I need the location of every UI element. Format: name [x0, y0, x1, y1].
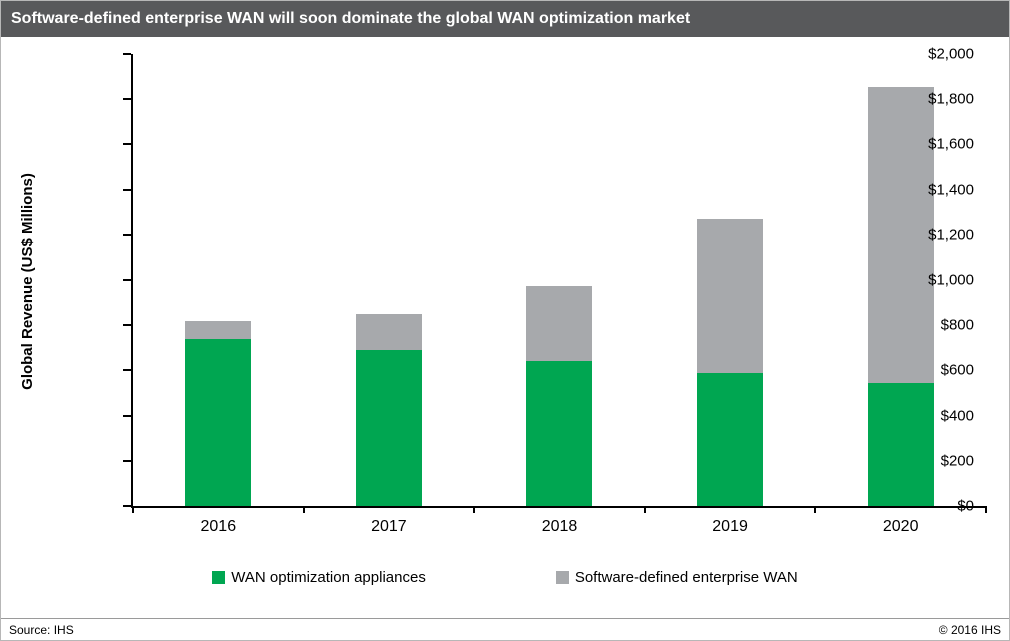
y-axis-tick-mark [123, 414, 131, 417]
bar-segment [355, 313, 422, 351]
bar-segment [697, 372, 764, 506]
bar-segment [867, 86, 934, 383]
legend-swatch-gray [555, 571, 569, 584]
y-axis-tick-mark [123, 369, 131, 372]
y-axis-tick-label: $2,000 [928, 45, 974, 63]
stacked-bar-2018 [526, 54, 593, 506]
bar-segment [697, 219, 764, 373]
bar-slot-2019 [645, 54, 816, 506]
y-axis-tick-mark [123, 143, 131, 146]
bar-segment [526, 285, 593, 362]
bar-segment [185, 320, 252, 339]
bar-segment [185, 338, 252, 506]
y-axis-tick-label: $1,600 [928, 135, 974, 153]
y-axis-tick-mark [123, 98, 131, 101]
stacked-bar-2019 [697, 54, 764, 506]
y-axis-tick-label: $1,800 [928, 90, 974, 108]
plot-area: 2016 2017 2018 2019 2020 $0 $200 $400 $600 $800 $… [123, 46, 987, 535]
legend-item-sd-wan: Software-defined enterprise WAN [555, 569, 798, 586]
bar-slot-2020 [815, 54, 986, 506]
bar-slot-2016 [133, 54, 304, 506]
bar-segment [526, 361, 593, 506]
y-axis-tick-label: $1,000 [928, 271, 974, 289]
x-axis-labels: 2016 2017 2018 2019 2020 [133, 506, 986, 536]
y-axis-tick-label: $0 [957, 497, 974, 515]
x-axis-label: 2020 [882, 518, 919, 535]
x-axis-tick-mark [132, 506, 134, 513]
y-axis-tick-label: $200 [940, 452, 974, 470]
stacked-bar-2020 [867, 54, 934, 506]
x-axis-tick-mark [473, 506, 476, 513]
source-label: Source: IHS [9, 622, 74, 637]
y-axis-tick-mark [123, 279, 131, 281]
bar-slot-2017 [304, 54, 475, 506]
x-axis-tick-mark [985, 506, 987, 513]
x-axis-tick-mark [302, 506, 305, 513]
legend-label: WAN optimization appliances [231, 569, 426, 586]
y-axis-tick-mark [123, 505, 131, 507]
y-axis-tick-label: $400 [940, 407, 974, 425]
x-axis-tick-mark [814, 506, 817, 513]
y-axis-tick-mark [123, 53, 131, 55]
footer: Source: IHS © 2016 IHS [1, 618, 1009, 640]
x-axis-label: 2018 [541, 518, 578, 535]
x-axis-label: 2019 [712, 518, 748, 535]
copyright-label: © 2016 IHS [938, 622, 1001, 637]
bar-segment [355, 350, 422, 506]
y-axis-tick-mark [123, 459, 131, 462]
y-axis-tick-mark [123, 233, 131, 236]
x-axis-tick-mark [643, 506, 646, 513]
legend-label: Software-defined enterprise WAN [574, 569, 798, 586]
bar-segment [867, 382, 934, 506]
x-axis-label: 2017 [371, 518, 407, 535]
legend-item-wan-optimization: WAN optimization appliances [212, 569, 426, 586]
y-axis-tick-label: $600 [940, 361, 974, 379]
stacked-bar-2016 [185, 54, 252, 506]
y-axis-tick-label: $800 [940, 316, 974, 334]
y-axis-tick-mark [123, 188, 131, 191]
y-axis-tick-label: $1,200 [928, 226, 974, 244]
legend-swatch-green [212, 571, 226, 584]
legend: WAN optimization appliances Software-def… [1, 569, 1009, 586]
y-axis-tick-mark [123, 324, 131, 327]
chart-title: Software-defined enterprise WAN will soo… [11, 10, 691, 27]
bars-container [133, 54, 986, 506]
x-axis-label: 2016 [200, 518, 237, 535]
chart-title-bar: Software-defined enterprise WAN will soo… [1, 1, 1009, 37]
y-axis-title: Global Revenue (US$ Millions) [18, 172, 36, 390]
stacked-bar-2017 [355, 54, 422, 506]
bar-slot-2018 [474, 54, 645, 506]
y-axis-tick-label: $1,400 [928, 181, 974, 199]
